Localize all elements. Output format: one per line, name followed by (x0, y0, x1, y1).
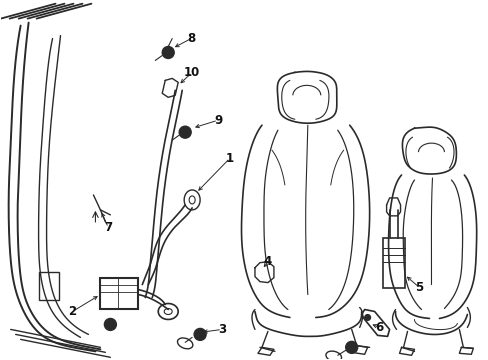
Ellipse shape (197, 332, 202, 337)
Text: 10: 10 (183, 66, 200, 79)
Ellipse shape (108, 322, 113, 327)
Bar (382, 238, 404, 288)
Text: 2: 2 (68, 305, 77, 318)
Ellipse shape (165, 50, 170, 55)
Ellipse shape (162, 46, 174, 58)
Text: 1: 1 (225, 152, 234, 165)
Text: 3: 3 (218, 323, 225, 336)
Text: 5: 5 (414, 281, 423, 294)
Ellipse shape (345, 341, 357, 353)
Bar (100, 278, 138, 310)
Text: 7: 7 (104, 221, 112, 234)
Bar (39, 272, 59, 300)
Text: 9: 9 (214, 114, 222, 127)
Text: 6: 6 (375, 321, 383, 334)
Text: 8: 8 (186, 32, 195, 45)
Ellipse shape (104, 319, 116, 330)
Ellipse shape (194, 328, 205, 340)
Ellipse shape (348, 345, 353, 350)
Text: 4: 4 (263, 255, 271, 268)
Ellipse shape (179, 126, 191, 138)
Ellipse shape (364, 315, 370, 320)
Ellipse shape (183, 130, 187, 135)
